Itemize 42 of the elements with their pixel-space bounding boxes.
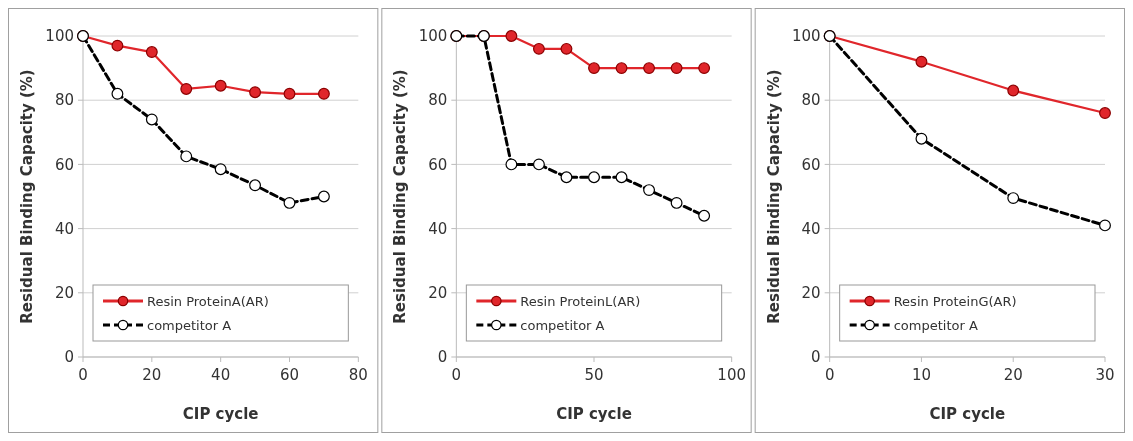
legend-label: competitor A [147, 317, 232, 333]
y-tick-label: 20 [428, 284, 448, 303]
y-tick-label: 60 [54, 155, 74, 174]
x-axis-title: CIP cycle [556, 405, 632, 423]
y-axis-title: Residual Binding Capacity (%) [764, 69, 783, 324]
y-tick-label: 40 [801, 219, 821, 238]
x-tick-label: 100 [717, 366, 746, 384]
x-tick-label: 60 [279, 366, 300, 384]
y-tick-label: 0 [64, 348, 74, 367]
y-axis-title: Residual Binding Capacity (%) [391, 69, 410, 324]
y-tick-label: 80 [801, 91, 821, 110]
x-tick-label: 10 [911, 366, 931, 384]
x-tick-label: 20 [142, 366, 162, 384]
y-tick-label: 0 [811, 348, 821, 367]
legend-label: Resin ProteinG(AR) [893, 293, 1017, 309]
y-tick-label: 100 [418, 27, 448, 46]
x-tick-label: 0 [824, 366, 835, 384]
y-tick-label: 40 [428, 219, 448, 238]
y-tick-label: 0 [437, 348, 448, 367]
y-tick-label: 20 [801, 284, 821, 303]
legend-label: competitor A [520, 317, 605, 333]
x-tick-label: 80 [348, 366, 368, 384]
x-axis-title: CIP cycle [929, 405, 1006, 423]
y-tick-label: 40 [54, 219, 74, 238]
y-axis-title: Residual Binding Capacity (%) [18, 69, 36, 324]
y-tick-label: 20 [54, 284, 74, 303]
y-tick-label: 80 [54, 91, 74, 110]
x-axis-title: CIP cycle [182, 405, 259, 423]
legend-label: Resin ProteinL(AR) [520, 293, 641, 309]
y-tick-label: 100 [45, 27, 74, 46]
y-tick-label: 100 [792, 27, 821, 46]
x-tick-label: 0 [78, 366, 88, 384]
x-tick-label: 50 [584, 366, 604, 384]
y-tick-label: 80 [428, 91, 448, 110]
x-tick-label: 0 [451, 366, 462, 384]
x-tick-label: 40 [211, 366, 231, 384]
y-tick-label: 60 [428, 155, 448, 174]
y-tick-label: 60 [801, 155, 821, 174]
legend-label: Resin ProteinA(AR) [147, 293, 269, 309]
legend-label: competitor A [893, 317, 978, 333]
x-tick-label: 20 [1003, 366, 1023, 384]
x-tick-label: 30 [1095, 366, 1115, 384]
